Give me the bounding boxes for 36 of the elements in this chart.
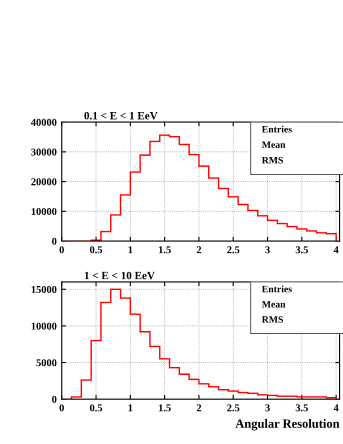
annotation: RMS	[262, 156, 283, 164]
chart-title: 0.1 < E < 1 EeV	[84, 112, 158, 120]
x-tick-label: 2	[196, 404, 202, 412]
x-tick-label: 3	[265, 246, 270, 254]
x-tick-label: 0.5	[90, 246, 102, 254]
y-tick-label: 40000	[30, 118, 56, 126]
y-tick-label: 30000	[31, 148, 56, 156]
x-tick-label: 3	[265, 404, 270, 412]
chart-title: 1 < E < 10 EeV	[84, 272, 155, 280]
annotation: Entries	[262, 126, 292, 133]
x-axis-title: Angular Resolution	[235, 419, 340, 430]
x-tick-label: 1	[128, 404, 132, 412]
x-tick-label: 4	[334, 404, 339, 412]
x-tick-label: 3.5	[296, 404, 308, 412]
y-tick-label: 5000	[36, 359, 56, 366]
y-tick-label: 15000	[32, 286, 56, 293]
annotation: Entries	[262, 285, 292, 292]
x-tick-label: 1	[128, 246, 132, 254]
annotation: Mean	[262, 301, 286, 308]
x-tick-label: 2.5	[227, 246, 240, 254]
x-tick-label: 2	[196, 246, 202, 254]
annotation: RMS	[262, 316, 283, 323]
y-tick-label: 10000	[32, 208, 56, 216]
x-tick-label: 2.5	[227, 404, 240, 412]
y-tick-label: 0	[52, 238, 56, 245]
x-tick-label: 1.5	[158, 404, 171, 412]
y-tick-label: 10000	[32, 322, 56, 330]
x-tick-label: 1.5	[158, 246, 171, 254]
y-tick-label: 20000	[31, 178, 56, 186]
x-tick-label: 3.5	[296, 246, 308, 254]
x-tick-label: 0	[60, 246, 64, 254]
x-tick-label: 0	[60, 404, 64, 412]
x-tick-label: 0.5	[90, 404, 102, 412]
y-tick-label: 0	[52, 396, 56, 403]
x-tick-label: 4	[334, 246, 339, 254]
annotation: Mean	[262, 142, 286, 148]
